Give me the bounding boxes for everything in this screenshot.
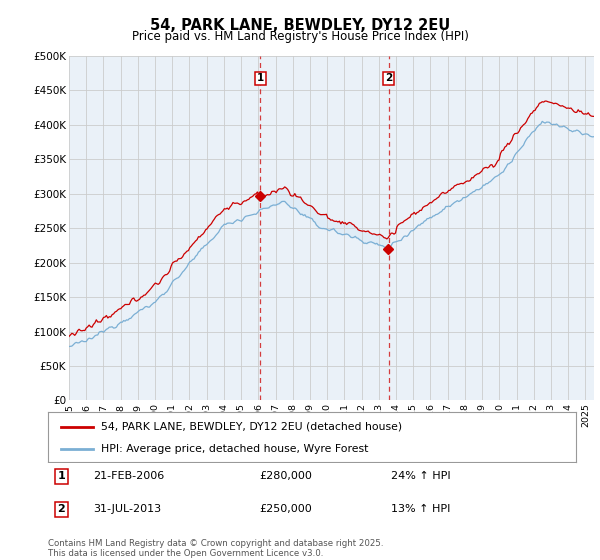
Text: Contains HM Land Registry data © Crown copyright and database right 2025.
This d: Contains HM Land Registry data © Crown c… (48, 539, 383, 558)
Text: Price paid vs. HM Land Registry's House Price Index (HPI): Price paid vs. HM Land Registry's House … (131, 30, 469, 43)
Text: 21-FEB-2006: 21-FEB-2006 (93, 472, 164, 482)
Text: 24% ↑ HPI: 24% ↑ HPI (391, 472, 451, 482)
Text: 1: 1 (257, 73, 264, 83)
Text: 13% ↑ HPI: 13% ↑ HPI (391, 505, 451, 515)
Text: 31-JUL-2013: 31-JUL-2013 (93, 505, 161, 515)
Text: 2: 2 (58, 505, 65, 515)
Text: 1: 1 (58, 472, 65, 482)
Text: £250,000: £250,000 (259, 505, 312, 515)
Text: HPI: Average price, detached house, Wyre Forest: HPI: Average price, detached house, Wyre… (101, 445, 368, 454)
Text: 54, PARK LANE, BEWDLEY, DY12 2EU (detached house): 54, PARK LANE, BEWDLEY, DY12 2EU (detach… (101, 422, 402, 432)
Text: 54, PARK LANE, BEWDLEY, DY12 2EU: 54, PARK LANE, BEWDLEY, DY12 2EU (150, 18, 450, 33)
Text: 2: 2 (385, 73, 392, 83)
Text: £280,000: £280,000 (259, 472, 312, 482)
